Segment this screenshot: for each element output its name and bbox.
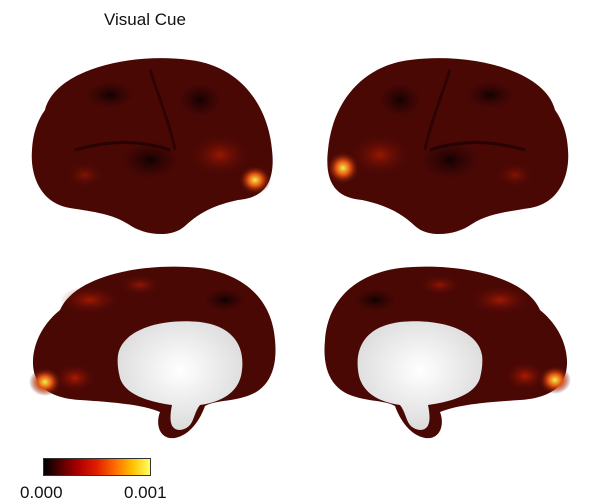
right-medial-hemisphere — [324, 266, 571, 439]
left-medial-hemisphere — [29, 266, 276, 439]
colorbar — [43, 458, 151, 476]
left-medial-wall — [117, 321, 243, 430]
brain-surface-panels — [29, 58, 571, 439]
right-lateral-hemisphere — [327, 58, 569, 235]
left-lateral-hemisphere — [31, 58, 273, 235]
figure-title: Visual Cue — [104, 10, 186, 29]
colorbar-max-label: 0.001 — [124, 483, 167, 502]
right-medial-wall — [357, 321, 483, 430]
colorbar-min-label: 0.000 — [20, 483, 63, 502]
